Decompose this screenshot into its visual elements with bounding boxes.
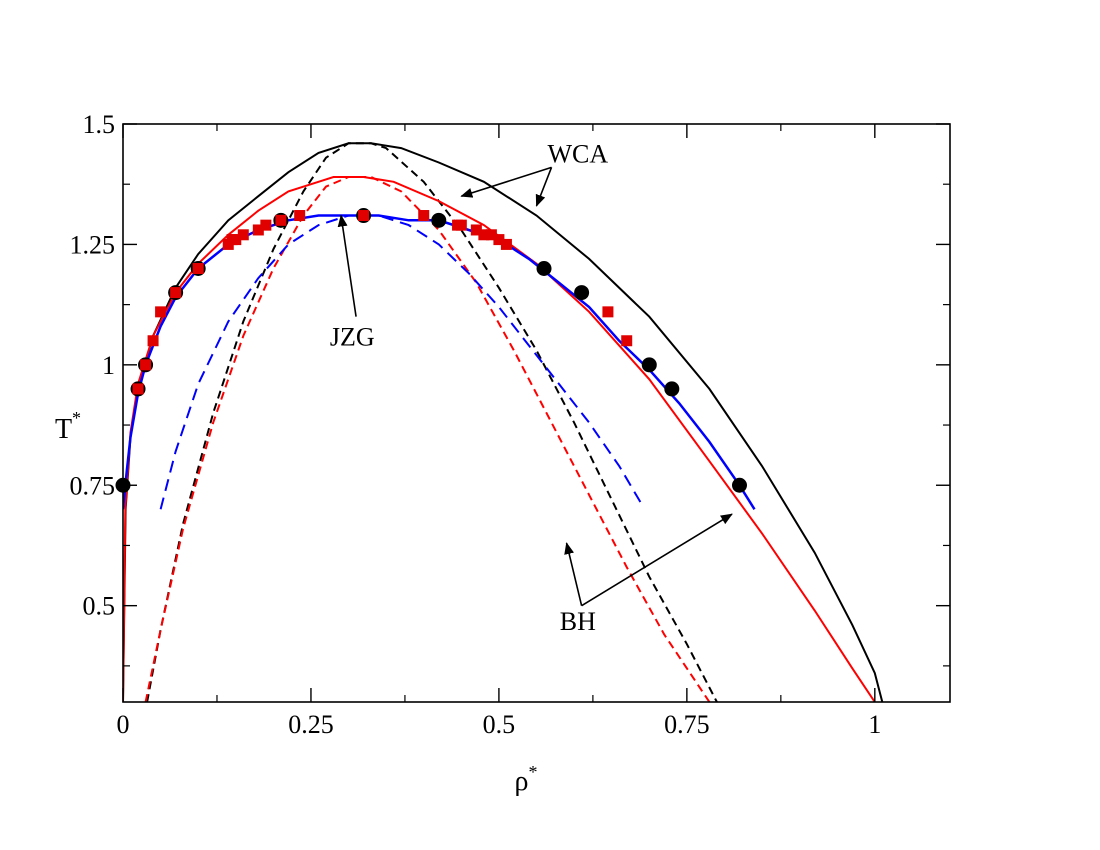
x-tick-label: 0.5: [483, 710, 516, 739]
red-square-marker: [275, 214, 287, 226]
series-layer: [123, 142, 884, 702]
y-tick-label: 0.75: [70, 471, 116, 500]
x-tick-label: 0.25: [288, 710, 334, 739]
x-tick-label: 0.75: [664, 710, 710, 739]
series-line-bh-solid: [123, 176, 876, 702]
red-square-marker: [237, 229, 249, 241]
red-square-marker: [252, 224, 264, 236]
red-square-marker: [493, 234, 505, 246]
plot-frame: [122, 123, 951, 703]
annotation-arrow: [564, 542, 583, 606]
y-tick-label: 1.25: [70, 230, 116, 259]
red-square-marker: [294, 210, 306, 222]
annotation-arrow: [460, 166, 552, 198]
y-tick-label: 0.5: [83, 592, 116, 621]
red-square-marker: [500, 238, 512, 250]
black-circle-marker: [536, 261, 552, 276]
red-square-marker: [602, 306, 614, 318]
red-square-marker: [621, 335, 633, 347]
x-tick-label: 1: [868, 710, 881, 739]
red-square-marker: [230, 234, 242, 246]
red-square-marker: [155, 306, 167, 318]
black-circle-marker: [431, 212, 447, 228]
red-square-marker: [140, 359, 152, 371]
series-line-jzg-dashed: [159, 214, 643, 510]
red-square-marker: [478, 229, 490, 241]
red-square-marker: [485, 229, 497, 241]
red-square-marker: [358, 210, 370, 222]
y-tick-label: 1: [102, 351, 115, 380]
annotation-label-wca: WCA: [548, 140, 609, 169]
axes-layer: 0 0.25 0.5 0.75 1 0.5 0.75 1 1.25 1.5: [70, 110, 951, 739]
red-square-marker: [170, 287, 182, 299]
annotation-arrow: [337, 214, 357, 317]
red-square-marker: [470, 224, 482, 236]
annotation-arrow: [535, 167, 553, 207]
series-line-wca-dashed: [146, 142, 718, 702]
black-circle-marker: [641, 357, 657, 373]
red-square-marker: [260, 219, 272, 231]
red-square-marker: [132, 383, 144, 395]
black-circle-marker: [664, 381, 680, 397]
y-axis-title: T*: [55, 408, 81, 445]
x-axis-title: ρ*: [515, 762, 538, 797]
black-circle-marker: [731, 477, 747, 493]
x-tick-label: 0: [117, 710, 130, 739]
annotation-layer: WCA JZG BH: [330, 140, 733, 636]
marker-layer: [115, 208, 747, 493]
black-circle-marker: [574, 285, 590, 301]
series-line-jzg-solid: [123, 214, 756, 510]
annotation-label-bh: BH: [560, 607, 596, 636]
red-square-marker: [147, 335, 159, 347]
red-square-marker: [418, 210, 430, 222]
y-tick-label: 1.5: [83, 110, 116, 139]
annotation-arrow: [581, 513, 733, 607]
series-line-bh-dashed: [144, 176, 711, 702]
annotation-label-jzg: JZG: [330, 323, 375, 352]
red-square-marker: [192, 263, 204, 274]
red-square-marker: [455, 219, 467, 231]
